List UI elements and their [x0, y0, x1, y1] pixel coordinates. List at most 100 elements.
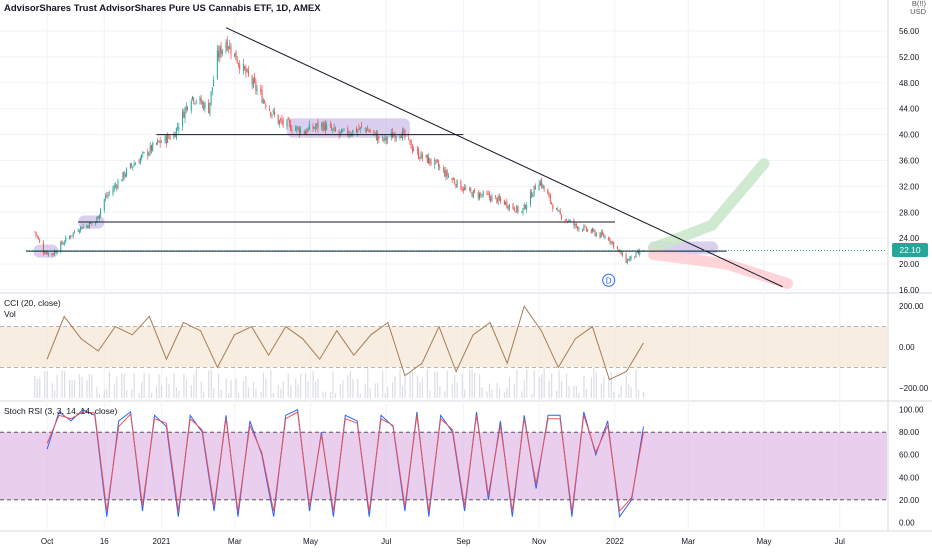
candle-down	[394, 134, 396, 140]
candle-down	[515, 211, 517, 213]
candle-down	[524, 205, 526, 209]
candle-up	[98, 214, 100, 220]
candle-down	[461, 188, 463, 190]
candle-down	[44, 253, 46, 254]
candle-down	[52, 254, 54, 256]
volume-bar	[469, 369, 471, 398]
volume-bar	[150, 392, 153, 398]
candle-layer[interactable]	[34, 35, 644, 265]
candle-up	[639, 250, 641, 255]
candle-down	[486, 193, 488, 194]
volume-bar	[481, 387, 483, 398]
candle-up	[160, 142, 162, 143]
candle-up	[472, 190, 474, 198]
volume-bar	[290, 385, 292, 398]
candle-down	[419, 158, 421, 160]
candle-up	[133, 164, 135, 167]
candle-up	[65, 237, 67, 242]
candle-down	[608, 237, 610, 241]
candle-down	[609, 239, 611, 243]
candle-up	[630, 255, 632, 259]
candle-up	[103, 199, 105, 210]
candle-up	[314, 127, 316, 129]
volume-bar	[88, 373, 91, 398]
candle-up	[90, 223, 92, 224]
candle-up	[587, 229, 589, 232]
volume-bar	[513, 384, 515, 398]
vol-title: Vol	[4, 309, 16, 319]
volume-bar	[220, 389, 222, 398]
candle-down	[264, 100, 266, 103]
candle-down	[500, 198, 502, 201]
volume-bar	[106, 389, 108, 398]
candle-up	[229, 45, 231, 49]
candle-up	[308, 124, 310, 130]
volume-bar	[116, 376, 118, 398]
candle-up	[333, 127, 335, 130]
candle-up	[148, 152, 150, 156]
candle-down	[226, 39, 228, 50]
candle-up	[339, 131, 341, 134]
candle-down	[39, 239, 41, 242]
candle-down	[462, 188, 464, 191]
candle-up	[469, 189, 471, 191]
candle-down	[61, 241, 63, 244]
y-tick-label: 28.00	[899, 208, 920, 217]
volume-bar	[121, 373, 123, 398]
candle-up	[108, 192, 110, 194]
candle-down	[488, 193, 490, 198]
candle-down	[368, 129, 370, 132]
candle-up	[64, 242, 66, 244]
volume-bar	[439, 386, 441, 398]
volume-bar	[541, 374, 543, 398]
y-tick-label: 24.00	[899, 234, 920, 243]
candle-up	[112, 189, 114, 195]
y-tick-label: 36.00	[899, 156, 920, 165]
volume-bar	[61, 370, 63, 398]
candle-up	[225, 42, 227, 52]
candle-up	[117, 181, 119, 189]
candle-up	[296, 126, 298, 130]
candle-down	[548, 193, 550, 196]
volume-bar	[218, 373, 220, 398]
candle-up	[321, 122, 323, 127]
cci-tick-label: 200.00	[899, 302, 924, 311]
candle-down	[200, 98, 202, 104]
candle-up	[382, 137, 384, 139]
candle-down	[565, 219, 567, 221]
stoch-d-line	[46, 411, 644, 513]
volume-bar	[51, 383, 53, 398]
volume-bar	[195, 368, 197, 398]
volume-bar	[54, 390, 56, 398]
volume-bar	[516, 369, 518, 398]
stoch-tick-label: 40.00	[899, 473, 920, 482]
candle-up	[182, 111, 184, 127]
candle-down	[203, 102, 205, 110]
drawing-layer[interactable]: D	[26, 27, 887, 288]
candle-up	[636, 251, 638, 253]
candle-down	[507, 206, 509, 209]
candle-up	[568, 220, 570, 222]
volume-bar	[384, 393, 386, 398]
candle-up	[610, 241, 612, 244]
candle-down	[577, 226, 579, 230]
volume-bar	[86, 380, 88, 398]
stoch-band	[0, 432, 887, 500]
candle-down	[358, 128, 360, 130]
candle-down	[42, 242, 44, 253]
candle-up	[114, 185, 116, 187]
volume-bar	[642, 391, 645, 398]
volume-bar	[81, 377, 83, 398]
volume-bar	[419, 382, 421, 398]
candle-up	[342, 130, 344, 132]
candle-up	[393, 135, 395, 137]
candle-up	[364, 127, 366, 129]
candle-down	[426, 154, 428, 163]
candle-up	[122, 172, 124, 181]
volume-bar	[456, 382, 458, 398]
candle-up	[262, 99, 264, 104]
candle-down	[451, 178, 453, 181]
candle-up	[77, 230, 79, 232]
